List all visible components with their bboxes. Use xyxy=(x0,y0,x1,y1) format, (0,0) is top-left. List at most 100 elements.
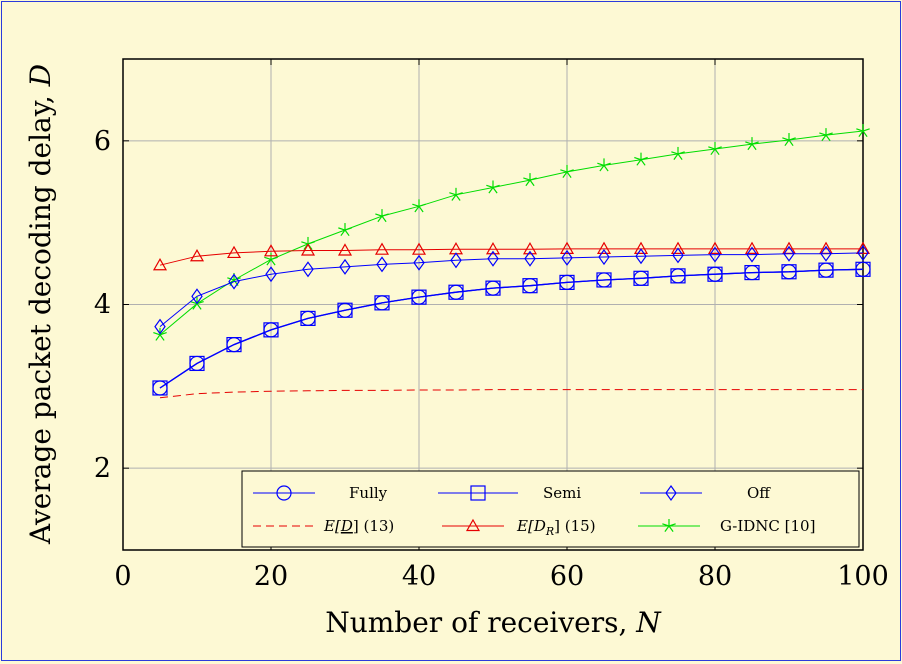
data-point-off xyxy=(191,288,203,305)
series-line-semi xyxy=(159,268,864,389)
data-point-g-idnc-10 xyxy=(671,146,685,160)
data-point-off xyxy=(413,254,425,271)
data-point-off xyxy=(487,250,499,267)
data-point-semi xyxy=(374,295,390,311)
data-point-e-d-r-15 xyxy=(300,243,316,256)
data-point-semi xyxy=(152,380,168,396)
series-line-off xyxy=(159,252,864,327)
data-point-off xyxy=(302,261,314,278)
data-point-semi xyxy=(448,284,464,300)
data-point-e-d-r-15 xyxy=(633,241,649,254)
legend-label-fully: Fully xyxy=(349,484,388,502)
data-point-semi xyxy=(263,322,279,338)
data-point-e-d-r-15 xyxy=(374,242,390,255)
data-point-e-d-r-15 xyxy=(670,241,686,254)
data-point-semi xyxy=(411,289,427,305)
data-point-semi xyxy=(300,310,316,327)
y-tick-label: 4 xyxy=(94,290,111,321)
legend: Fully Semi Off E[D] (13) E[DR] (15) G-ID… xyxy=(241,470,860,548)
data-point-off xyxy=(524,250,536,267)
data-point-off xyxy=(339,258,351,275)
data-point-e-d-r-15 xyxy=(596,241,612,254)
legend-marker-sample xyxy=(665,484,677,502)
data-point-off xyxy=(709,246,721,263)
data-point-off xyxy=(598,249,610,266)
data-point-semi xyxy=(670,268,686,284)
data-point-off xyxy=(228,273,240,290)
data-point-e-d-r-15 xyxy=(152,258,168,271)
legend-samples xyxy=(253,484,702,533)
axis-ticks: 0 20 40 60 80 100 2 4 6 xyxy=(94,59,889,592)
series-line-e-d-r-15 xyxy=(159,248,863,266)
x-tick-label: 0 xyxy=(114,561,131,592)
data-point-g-idnc-10 xyxy=(264,252,278,266)
data-point-g-idnc-10 xyxy=(782,133,796,147)
legend-marker-sample xyxy=(276,485,292,501)
data-point-semi xyxy=(633,270,649,286)
data-point-g-idnc-10 xyxy=(449,187,463,201)
data-point-e-d-r-15 xyxy=(411,242,427,255)
data-point-e-d-r-15 xyxy=(337,243,353,256)
legend-label-gidnc: G-IDNC [10] xyxy=(720,517,815,535)
data-point-semi xyxy=(596,272,612,288)
data-point-off xyxy=(783,245,795,262)
data-point-e-d-r-15 xyxy=(559,241,575,254)
y-tick-label: 2 xyxy=(94,453,111,484)
data-point-semi xyxy=(744,264,760,281)
data-point-off xyxy=(672,247,684,264)
legend-marker-sample xyxy=(465,518,481,532)
data-point-off xyxy=(635,248,647,265)
series-line-e-d-13 xyxy=(159,389,863,399)
data-point-off xyxy=(450,252,462,269)
data-point-semi xyxy=(226,336,242,353)
series-group xyxy=(152,124,871,399)
data-point-e-d-r-15 xyxy=(744,241,760,254)
data-point-e-d-r-15 xyxy=(263,244,279,257)
data-point-off xyxy=(820,245,832,262)
data-point-g-idnc-10 xyxy=(745,137,759,151)
data-point-semi xyxy=(337,302,353,318)
data-point-off xyxy=(857,244,869,261)
data-point-g-idnc-10 xyxy=(597,158,611,172)
legend-label-semi: Semi xyxy=(543,484,581,502)
data-point-g-idnc-10 xyxy=(856,124,870,138)
data-point-off xyxy=(154,318,166,335)
data-point-off xyxy=(376,256,388,273)
y-axis-title: Average packet decoding delay, D xyxy=(24,64,57,545)
data-point-semi xyxy=(818,262,834,278)
data-point-semi xyxy=(189,355,205,372)
data-point-off xyxy=(265,266,277,283)
data-point-g-idnc-10 xyxy=(523,173,537,187)
data-point-e-d-r-15 xyxy=(226,245,242,259)
data-point-semi xyxy=(707,266,723,282)
legend-label-edr: E[DR] (15) xyxy=(516,517,596,538)
data-point-g-idnc-10 xyxy=(486,180,500,194)
data-point-e-d-r-15 xyxy=(189,249,205,262)
data-point-e-d-r-15 xyxy=(522,242,538,255)
y-tick-label: 6 xyxy=(94,126,111,157)
data-point-off xyxy=(561,249,573,266)
data-point-g-idnc-10 xyxy=(634,152,648,166)
data-point-g-idnc-10 xyxy=(708,142,722,156)
data-point-semi xyxy=(855,261,871,277)
data-point-e-d-r-15 xyxy=(707,241,723,254)
x-tick-label: 20 xyxy=(254,561,288,592)
x-tick-label: 80 xyxy=(698,561,732,592)
x-axis-title: Number of receivers, N xyxy=(325,606,662,639)
data-point-semi xyxy=(485,280,501,296)
legend-marker-sample xyxy=(470,485,486,501)
data-point-semi xyxy=(522,278,538,294)
data-point-g-idnc-10 xyxy=(819,128,833,142)
x-tick-label: 60 xyxy=(550,561,584,592)
data-point-g-idnc-10 xyxy=(153,327,167,341)
legend-marker-sample xyxy=(662,519,676,533)
legend-label-ed: E[D] (13) xyxy=(323,517,394,535)
data-point-semi xyxy=(781,264,797,280)
data-point-g-idnc-10 xyxy=(412,199,426,213)
data-point-semi xyxy=(559,274,575,291)
x-tick-label: 40 xyxy=(402,561,436,592)
data-point-g-idnc-10 xyxy=(375,209,389,223)
data-point-e-d-r-15 xyxy=(485,242,501,255)
